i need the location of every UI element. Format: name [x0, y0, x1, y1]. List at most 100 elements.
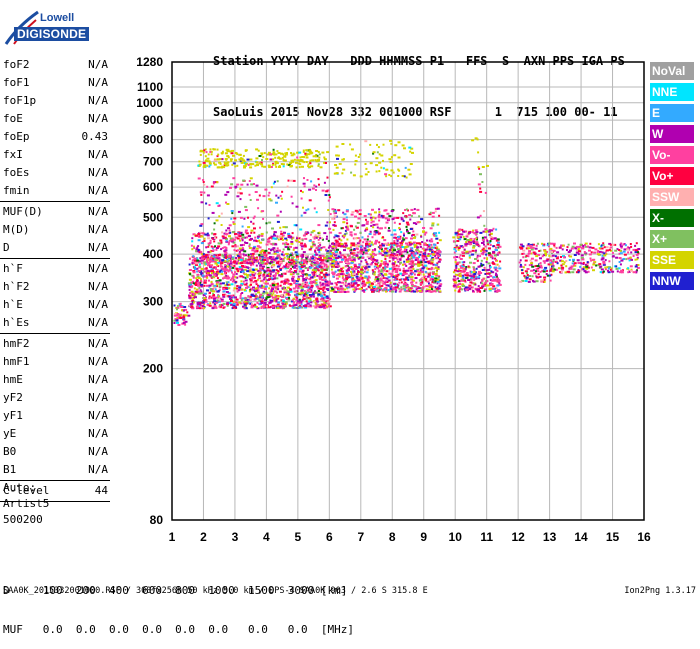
echo-point: [435, 238, 438, 240]
echo-point: [297, 287, 300, 289]
echo-point: [367, 246, 369, 248]
echo-points: [173, 137, 640, 326]
echo-point: [315, 254, 318, 256]
echo-point: [298, 307, 301, 309]
echo-point: [209, 204, 211, 206]
echo-point: [430, 240, 433, 242]
echo-point: [256, 265, 258, 267]
echo-point: [239, 240, 241, 242]
echo-point: [209, 163, 212, 165]
echo-point: [384, 274, 387, 276]
echo-point: [304, 244, 307, 246]
echo-point: [320, 272, 323, 274]
echo-point: [201, 262, 203, 264]
echo-point: [407, 277, 409, 279]
echo-point: [250, 183, 253, 185]
echo-point: [226, 203, 229, 205]
echo-point: [270, 273, 272, 275]
echo-point: [303, 294, 305, 296]
echo-point: [377, 151, 379, 153]
echo-point: [533, 272, 536, 274]
echo-point: [341, 289, 344, 291]
echo-point: [426, 240, 428, 242]
echo-point: [259, 267, 262, 269]
echo-point: [479, 191, 482, 193]
echo-point: [203, 285, 205, 287]
echo-point: [370, 217, 373, 219]
echo-point: [411, 264, 414, 266]
echo-point: [368, 281, 371, 283]
echo-point: [489, 275, 492, 277]
echo-point: [225, 257, 227, 259]
echo-point: [216, 299, 218, 301]
echo-point: [268, 166, 271, 168]
echo-point: [489, 288, 492, 290]
echo-point: [469, 281, 472, 283]
echo-point: [475, 234, 477, 236]
echo-point: [180, 314, 182, 316]
echo-point: [406, 216, 408, 218]
echo-point: [469, 255, 471, 257]
echo-point: [353, 270, 355, 272]
echo-point: [223, 290, 226, 292]
echo-point: [343, 218, 346, 220]
echo-point: [385, 175, 387, 177]
echo-point: [221, 213, 223, 215]
echo-point: [205, 254, 208, 256]
echo-point: [276, 292, 278, 294]
echo-point: [378, 241, 380, 243]
echo-point: [351, 211, 354, 213]
echo-point: [458, 283, 461, 285]
echo-point: [222, 282, 225, 284]
echo-point: [196, 274, 199, 276]
echo-point: [216, 219, 219, 221]
echo-point: [433, 234, 435, 236]
echo-point: [269, 271, 272, 273]
echo-point: [180, 303, 182, 305]
echo-point: [422, 230, 425, 232]
echo-point: [455, 259, 457, 261]
echo-point: [255, 282, 257, 284]
echo-point: [526, 272, 528, 274]
echo-point: [319, 232, 321, 234]
echo-point: [285, 301, 288, 303]
echo-point: [281, 253, 283, 255]
echo-point: [244, 307, 246, 309]
echo-point: [330, 250, 332, 252]
echo-point: [407, 169, 410, 171]
echo-point: [303, 183, 306, 185]
echo-point: [530, 260, 532, 262]
echo-point: [308, 287, 310, 289]
echo-point: [204, 293, 207, 295]
echo-point: [472, 247, 475, 249]
echo-point: [240, 198, 242, 200]
echo-point: [318, 163, 320, 165]
echo-point: [287, 233, 290, 235]
echo-point: [191, 248, 193, 250]
echo-point: [286, 294, 288, 296]
echo-point: [291, 196, 293, 198]
echo-point: [437, 208, 440, 210]
echo-point: [330, 255, 333, 257]
echo-point: [253, 299, 256, 301]
echo-point: [260, 254, 263, 256]
echo-point: [304, 185, 306, 187]
echo-point: [420, 218, 423, 220]
echo-point: [226, 155, 229, 157]
echo-point: [520, 259, 522, 261]
echo-point: [584, 251, 586, 253]
echo-point: [306, 161, 308, 163]
echo-point: [556, 247, 558, 249]
echo-point: [377, 227, 379, 229]
echo-point: [378, 251, 380, 253]
echo-point: [229, 263, 232, 265]
echo-point: [198, 293, 201, 295]
echo-point: [324, 182, 326, 184]
echo-point: [488, 262, 491, 264]
echo-point: [519, 247, 522, 249]
echo-point: [287, 256, 289, 258]
echo-point: [199, 307, 202, 309]
echo-point: [300, 300, 303, 302]
echo-point: [522, 250, 525, 252]
echo-point: [438, 232, 440, 234]
